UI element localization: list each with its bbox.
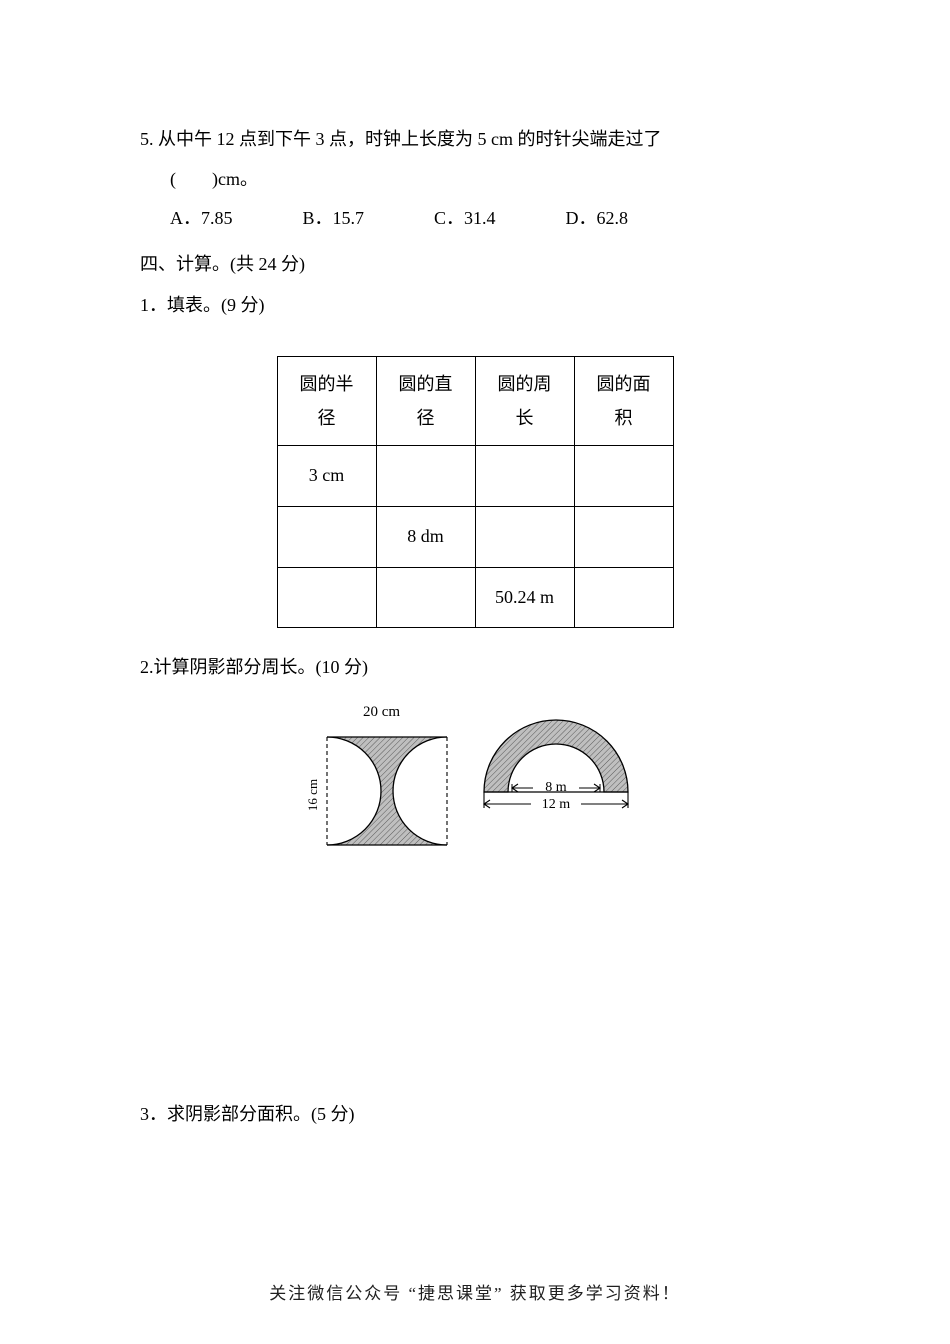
col-radius: 圆的半径: [277, 356, 376, 445]
option-a: A．7.85: [170, 199, 233, 239]
option-d: D．62.8: [566, 199, 629, 239]
fig1-top-label: 20 cm: [307, 696, 457, 729]
col-circumference: 圆的周长: [475, 356, 574, 445]
q5-blank: ( )cm。: [140, 160, 810, 200]
col-diameter: 圆的直径: [376, 356, 475, 445]
question-4-3: 3．求阴影部分面积。(5 分): [140, 1095, 810, 1135]
fig2-svg: 8 m 12 m: [469, 696, 644, 830]
fig2-outer-label: 12 m: [541, 797, 570, 812]
table-row: 50.24 m: [277, 567, 673, 628]
question-4-2: 2.计算阴影部分周长。(10 分) 20 cm: [140, 648, 810, 865]
table-header-row: 圆的半径 圆的直径 圆的周长 圆的面积: [277, 356, 673, 445]
table-row: 8 dm: [277, 506, 673, 567]
figure-2: 8 m 12 m: [469, 696, 644, 866]
question-4-1: 1．填表。(9 分) 圆的半径 圆的直径 圆的周长 圆的面积 3 cm: [140, 286, 810, 628]
option-b: B．15.7: [303, 199, 365, 239]
footer-text: 关注微信公众号 “捷思课堂” 获取更多学习资料！: [0, 1279, 950, 1304]
table-row: 3 cm: [277, 446, 673, 507]
figure-1: 20 cm: [307, 696, 457, 866]
option-c: C．31.4: [434, 199, 496, 239]
fig2-inner-label: 8 m: [545, 780, 567, 795]
q2-title: 2.计算阴影部分周长。(10 分): [140, 648, 810, 688]
col-area: 圆的面积: [574, 356, 673, 445]
q1-title: 1．填表。(9 分): [140, 286, 810, 326]
fig1-svg: 16 cm: [307, 731, 457, 851]
circle-table: 圆的半径 圆的直径 圆的周长 圆的面积 3 cm 8: [277, 356, 674, 628]
q5-line1: 5. 从中午 12 点到下午 3 点，时钟上长度为 5 cm 的时针尖端走过了: [140, 120, 810, 160]
section-4-heading: 四、计算。(共 24 分): [140, 245, 810, 285]
q5-options: A．7.85 B．15.7 C．31.4 D．62.8: [140, 199, 810, 239]
question-5: 5. 从中午 12 点到下午 3 点，时钟上长度为 5 cm 的时针尖端走过了 …: [140, 120, 810, 239]
svg-text:16 cm: 16 cm: [307, 779, 320, 811]
